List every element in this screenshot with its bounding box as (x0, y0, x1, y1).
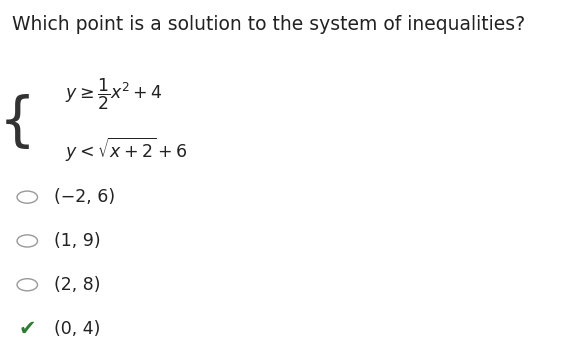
Text: Which point is a solution to the system of inequalities?: Which point is a solution to the system … (12, 15, 525, 34)
Text: {: { (0, 94, 36, 151)
Text: (−2, 6): (−2, 6) (54, 188, 115, 206)
Text: (2, 8): (2, 8) (54, 276, 101, 294)
Text: $y<\sqrt{x+2}+6$: $y<\sqrt{x+2}+6$ (65, 136, 188, 164)
Text: ✔: ✔ (19, 318, 36, 337)
Text: (0, 4): (0, 4) (54, 319, 101, 337)
Text: (1, 9): (1, 9) (54, 232, 101, 250)
Text: $y\geq\dfrac{1}{2}x^2+4$: $y\geq\dfrac{1}{2}x^2+4$ (65, 76, 163, 112)
